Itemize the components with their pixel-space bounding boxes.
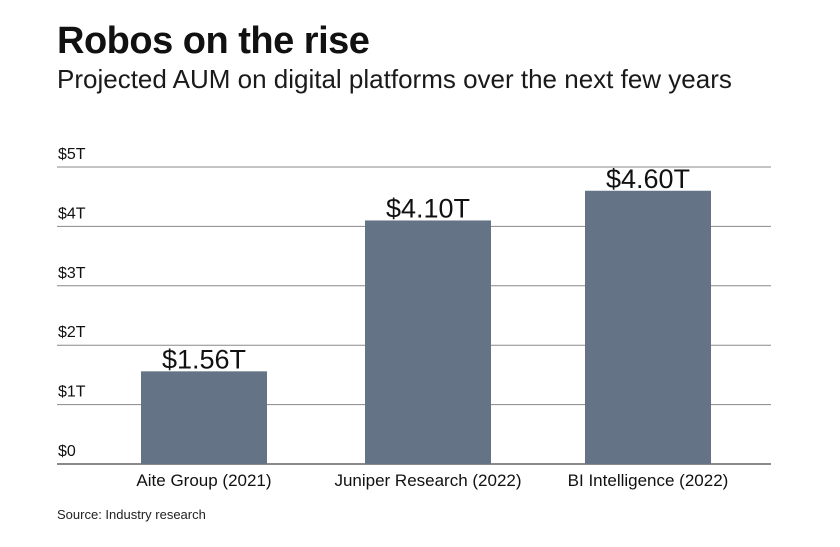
y-tick-label: $5T bbox=[58, 146, 86, 163]
y-tick-label: $4T bbox=[58, 205, 86, 222]
bar bbox=[585, 190, 711, 464]
x-tick-label: Aite Group (2021) bbox=[136, 471, 271, 490]
data-label: $4.10T bbox=[386, 193, 470, 223]
y-tick-label: $3T bbox=[58, 265, 86, 282]
x-tick-label: BI Intelligence (2022) bbox=[568, 471, 729, 490]
bar bbox=[365, 220, 491, 464]
chart-subtitle: Projected AUM on digital platforms over … bbox=[57, 64, 732, 94]
x-tick-label: Juniper Research (2022) bbox=[334, 471, 521, 490]
x-axis-ticks: Aite Group (2021) Juniper Research (2022)… bbox=[136, 471, 728, 490]
source-note: Source: Industry research bbox=[57, 507, 206, 522]
y-axis-ticks: $0 $1T $2T $3T $4T $5T bbox=[58, 146, 86, 460]
y-tick-label: $2T bbox=[58, 324, 86, 341]
data-label: $1.56T bbox=[162, 344, 246, 374]
bar bbox=[141, 371, 267, 464]
y-tick-label: $1T bbox=[58, 384, 86, 401]
y-tick-label: $0 bbox=[58, 443, 76, 460]
chart-title: Robos on the rise bbox=[57, 20, 370, 62]
data-labels: $1.56T $4.10T $4.60T bbox=[162, 164, 690, 375]
data-label: $4.60T bbox=[606, 164, 690, 194]
bars bbox=[141, 190, 711, 464]
